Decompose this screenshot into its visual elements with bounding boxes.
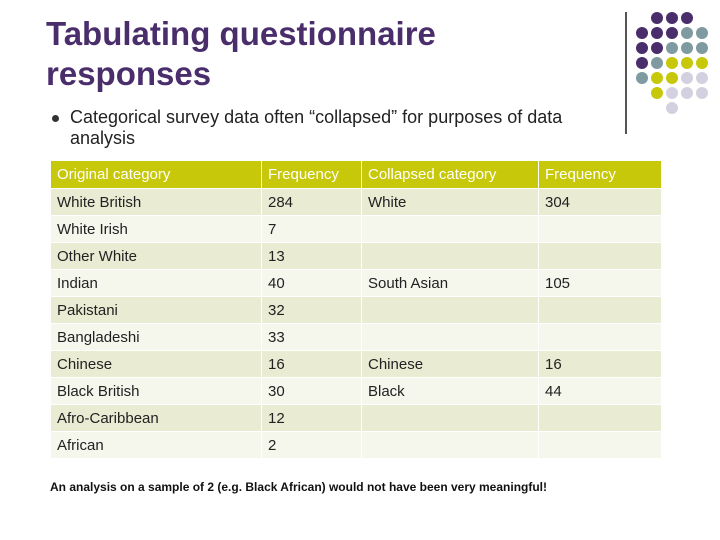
decorative-dot-icon <box>636 42 648 54</box>
cell-frequency: 2 <box>261 431 362 459</box>
decorative-dot-icon <box>636 72 648 84</box>
header-original-category: Original category <box>50 160 262 189</box>
decorative-dot-icon <box>651 42 663 54</box>
decorative-dot-icon <box>696 57 708 69</box>
decorative-dot-icon <box>681 42 693 54</box>
decorative-dot-icon <box>696 72 708 84</box>
cell-collapsed-frequency: 304 <box>538 188 662 216</box>
table-row: African 2 <box>50 431 662 459</box>
decorative-dot-icon <box>696 42 708 54</box>
table-row: Chinese 16 Chinese 16 <box>50 350 662 378</box>
cell-collapsed: White <box>361 188 539 216</box>
cell-collapsed-frequency <box>538 296 662 324</box>
cell-frequency: 13 <box>261 242 362 270</box>
cell-collapsed <box>361 431 539 459</box>
cell-collapsed-frequency: 16 <box>538 350 662 378</box>
cell-original: White Irish <box>50 215 262 243</box>
decorative-dot-icon <box>666 42 678 54</box>
cell-collapsed-frequency <box>538 323 662 351</box>
decorative-dot-icon <box>651 87 663 99</box>
cell-collapsed-frequency <box>538 242 662 270</box>
table-row: Afro-Caribbean 12 <box>50 404 662 432</box>
decorative-dot-icon <box>681 57 693 69</box>
header-collapsed-category: Collapsed category <box>361 160 539 189</box>
cell-original: Other White <box>50 242 262 270</box>
decorative-dot-icon <box>651 72 663 84</box>
cell-collapsed <box>361 242 539 270</box>
table-row: Pakistani 32 <box>50 296 662 324</box>
decorative-dot-icon <box>666 12 678 24</box>
cell-collapsed: Chinese <box>361 350 539 378</box>
decorative-dot-icon <box>636 27 648 39</box>
table-header-row: Original category Frequency Collapsed ca… <box>50 160 662 189</box>
cell-original: Black British <box>50 377 262 405</box>
decorative-dot-icon <box>666 27 678 39</box>
cell-frequency: 16 <box>261 350 362 378</box>
cell-frequency: 12 <box>261 404 362 432</box>
cell-frequency: 32 <box>261 296 362 324</box>
table-row: Indian 40 South Asian 105 <box>50 269 662 297</box>
decorative-dot-icon <box>636 57 648 69</box>
cell-original: White British <box>50 188 262 216</box>
cell-collapsed <box>361 404 539 432</box>
bullet-text: Categorical survey data often “collapsed… <box>70 107 563 148</box>
cell-original: Chinese <box>50 350 262 378</box>
cell-original: Bangladeshi <box>50 323 262 351</box>
decorative-dot-icon <box>681 72 693 84</box>
decorative-divider <box>625 12 627 134</box>
cell-frequency: 284 <box>261 188 362 216</box>
cell-collapsed-frequency: 44 <box>538 377 662 405</box>
footnote: An analysis on a sample of 2 (e.g. Black… <box>50 480 548 494</box>
cell-collapsed: South Asian <box>361 269 539 297</box>
cell-collapsed-frequency <box>538 215 662 243</box>
cell-original: African <box>50 431 262 459</box>
cell-frequency: 7 <box>261 215 362 243</box>
table-row: Black British 30 Black 44 <box>50 377 662 405</box>
cell-original: Afro-Caribbean <box>50 404 262 432</box>
table-row: White British 284 White 304 <box>50 188 662 216</box>
bullet-icon <box>52 115 59 122</box>
cell-frequency: 33 <box>261 323 362 351</box>
cell-frequency: 40 <box>261 269 362 297</box>
table-row: Bangladeshi 33 <box>50 323 662 351</box>
header-collapsed-frequency: Frequency <box>538 160 662 189</box>
cell-original: Indian <box>50 269 262 297</box>
cell-collapsed: Black <box>361 377 539 405</box>
decorative-dot-icon <box>666 102 678 114</box>
decorative-dot-icon <box>681 27 693 39</box>
cell-collapsed <box>361 296 539 324</box>
decorative-dot-icon <box>666 87 678 99</box>
cell-collapsed <box>361 323 539 351</box>
decorative-dot-icon <box>681 87 693 99</box>
cell-frequency: 30 <box>261 377 362 405</box>
cell-collapsed-frequency: 105 <box>538 269 662 297</box>
decorative-dot-icon <box>696 87 708 99</box>
decorative-dot-icon <box>666 57 678 69</box>
decorative-dot-icon <box>681 12 693 24</box>
cell-original: Pakistani <box>50 296 262 324</box>
table-row: Other White 13 <box>50 242 662 270</box>
table-row: White Irish 7 <box>50 215 662 243</box>
decorative-dot-icon <box>651 27 663 39</box>
decorative-dot-icon <box>651 12 663 24</box>
slide-title: Tabulating questionnaire responses <box>46 15 436 92</box>
cell-collapsed-frequency <box>538 404 662 432</box>
header-frequency: Frequency <box>261 160 362 189</box>
category-table: Original category Frequency Collapsed ca… <box>50 160 662 459</box>
decorative-dot-icon <box>651 57 663 69</box>
cell-collapsed <box>361 215 539 243</box>
decorative-dot-icon <box>666 72 678 84</box>
decorative-dot-icon <box>696 27 708 39</box>
cell-collapsed-frequency <box>538 431 662 459</box>
